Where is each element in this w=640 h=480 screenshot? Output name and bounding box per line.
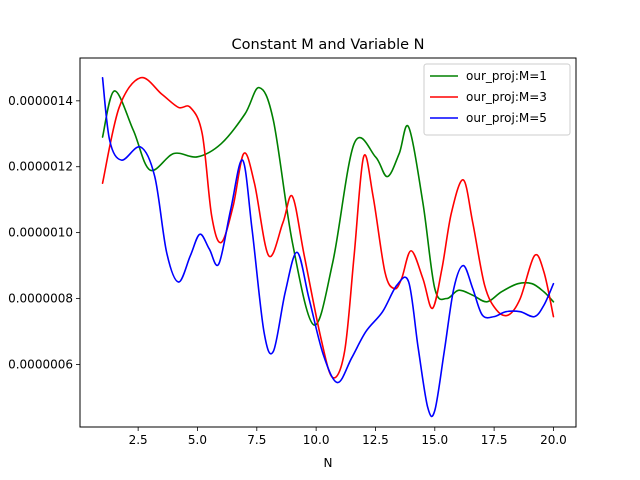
- legend-label-3: our_proj:M=5: [466, 111, 547, 125]
- legend-label-2: our_proj:M=3: [466, 90, 547, 104]
- axis-ticks: 2.5 5.0 7.5 10.0 12.5 15.0 17.5 20.0 0.0000006 0.…: [8, 94, 567, 447]
- x-tick-label: 20.0: [540, 433, 567, 447]
- x-tick-label: 12.5: [362, 433, 389, 447]
- series-line-1: [101, 86, 555, 326]
- series-line-3: [101, 76, 555, 418]
- y-tick-label: 0.0000014: [8, 94, 73, 108]
- y-tick-label: 0.0000006: [8, 357, 73, 371]
- x-tick-label: 15.0: [421, 433, 448, 447]
- y-tick-label: 0.0000010: [8, 226, 73, 240]
- x-tick-label: 2.5: [129, 433, 148, 447]
- y-tick-label: 0.0000008: [8, 292, 73, 306]
- legend-box: [423, 63, 571, 136]
- series-line-2: [101, 76, 555, 379]
- x-axis-label: N: [324, 456, 333, 470]
- y-tick-label: 0.0000012: [8, 160, 73, 174]
- plot-area: [101, 76, 555, 418]
- x-tick-label: 7.5: [247, 433, 266, 447]
- series-group: [101, 76, 555, 418]
- legend: our_proj:M=1 our_proj:M=3 our_proj:M=5: [423, 63, 571, 136]
- x-tick-label: 5.0: [188, 433, 207, 447]
- axes-frame: [79, 57, 577, 428]
- legend-label-1: our_proj:M=1: [466, 69, 547, 83]
- x-tick-label: 17.5: [481, 433, 508, 447]
- chart-title: Constant M and Variable N: [232, 37, 425, 53]
- x-tick-label: 10.0: [303, 433, 330, 447]
